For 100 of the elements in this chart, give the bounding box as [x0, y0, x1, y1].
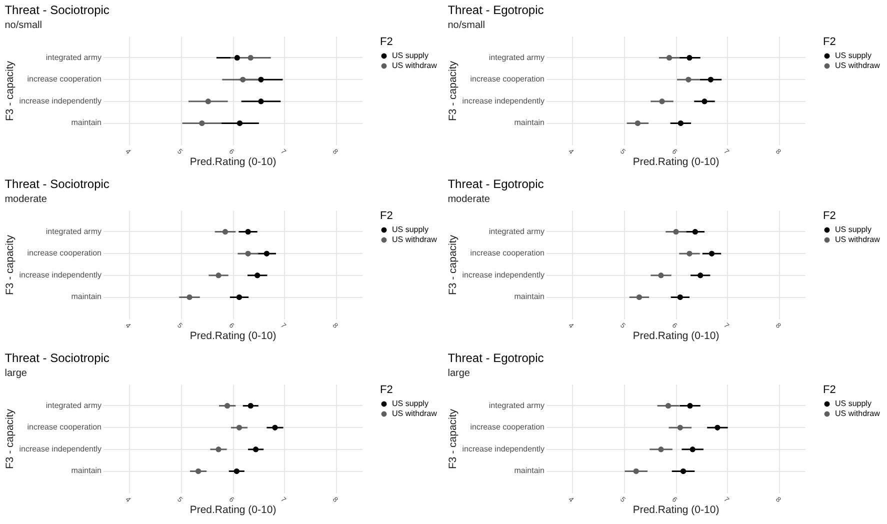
- legend-label: US supply: [392, 51, 428, 60]
- y-tick-label: increase independently: [462, 270, 544, 280]
- point: [702, 98, 708, 104]
- legend-label: US withdraw: [835, 61, 880, 70]
- point: [258, 98, 264, 104]
- legend-label: US withdraw: [835, 409, 880, 418]
- y-tick-label: integrated army: [46, 400, 102, 410]
- point: [272, 424, 278, 430]
- chart-title: Threat - Egotropic: [448, 3, 544, 17]
- y-axis-title: F3 - capacity: [4, 408, 16, 470]
- point: [245, 229, 251, 235]
- point: [677, 424, 683, 430]
- legend-title: F2: [380, 36, 393, 48]
- y-tick-label: maintain: [514, 292, 544, 302]
- y-tick-label: increase cooperation: [470, 422, 544, 432]
- point: [248, 403, 254, 409]
- chart-title: Threat - Egotropic: [448, 177, 544, 191]
- point: [186, 294, 192, 300]
- point: [666, 55, 672, 61]
- point: [686, 55, 692, 61]
- legend-label: US withdraw: [392, 409, 438, 418]
- y-tick-label: increase independently: [462, 444, 544, 454]
- x-axis-title: Pred.Rating (0-10): [190, 330, 276, 342]
- legend-label: US withdraw: [835, 235, 880, 244]
- point: [687, 403, 693, 409]
- point: [708, 76, 714, 82]
- y-tick-label: integrated army: [46, 52, 102, 62]
- y-axis-title: F3 - capacity: [4, 234, 16, 296]
- point: [686, 76, 692, 82]
- point: [234, 55, 240, 61]
- point: [673, 229, 679, 235]
- point: [236, 424, 242, 430]
- chart-subtitle: moderate: [4, 194, 48, 205]
- y-axis-title: F3 - capacity: [4, 60, 16, 122]
- point: [633, 468, 639, 474]
- x-axis-title: Pred.Rating (0-10): [190, 156, 276, 168]
- y-tick-label: maintain: [71, 466, 102, 476]
- y-tick-label: maintain: [514, 466, 544, 476]
- point: [636, 294, 642, 300]
- point: [692, 229, 698, 235]
- y-axis-title: F3 - capacity: [447, 408, 460, 470]
- point: [658, 272, 664, 278]
- y-tick-label: increase independently: [462, 96, 544, 106]
- point: [245, 250, 251, 256]
- y-tick-label: integrated army: [488, 52, 544, 62]
- point: [222, 229, 228, 235]
- point: [686, 250, 692, 256]
- text: no/small: [448, 20, 485, 31]
- y-tick-label: increase cooperation: [470, 248, 544, 258]
- point: [680, 468, 686, 474]
- point: [677, 294, 683, 300]
- y-axis-title: F3 - capacity: [447, 60, 460, 122]
- x-axis-title: Pred.Rating (0-10): [632, 330, 720, 342]
- point: [258, 76, 264, 82]
- point: [253, 446, 259, 452]
- point: [659, 98, 665, 104]
- text: no/small: [4, 20, 42, 31]
- point: [678, 120, 684, 126]
- y-tick-label: increase cooperation: [27, 248, 102, 258]
- point: [634, 120, 640, 126]
- point: [216, 272, 222, 278]
- x-axis-title: Pred.Rating (0-10): [632, 156, 720, 168]
- chart-subtitle: moderate: [448, 194, 490, 205]
- y-tick-label: increase cooperation: [470, 74, 544, 84]
- legend-label: US supply: [392, 399, 428, 408]
- point: [714, 424, 720, 430]
- legend-title: F2: [823, 36, 836, 48]
- y-tick-label: integrated army: [46, 226, 102, 236]
- point: [254, 272, 260, 278]
- y-tick-label: increase independently: [19, 270, 102, 280]
- y-tick-label: maintain: [71, 292, 102, 302]
- y-tick-label: increase cooperation: [27, 74, 102, 84]
- point: [234, 468, 240, 474]
- point: [658, 446, 664, 452]
- y-tick-label: increase cooperation: [27, 422, 102, 432]
- point: [196, 468, 202, 474]
- point: [690, 446, 696, 452]
- y-tick-label: integrated army: [488, 226, 544, 236]
- legend-title: F2: [823, 384, 836, 396]
- y-tick-label: maintain: [71, 118, 102, 128]
- chart-title: Threat - Sociotropic: [4, 177, 110, 191]
- point: [709, 250, 714, 256]
- legend-title: F2: [823, 210, 836, 222]
- chart-title: Threat - Sociotropic: [4, 351, 110, 365]
- chart-title: Threat - Egotropic: [448, 351, 544, 365]
- point: [248, 55, 254, 61]
- point: [237, 120, 242, 126]
- legend-label: US supply: [835, 225, 872, 234]
- legend-title: F2: [380, 384, 393, 396]
- point: [666, 403, 671, 409]
- legend-label: US withdraw: [392, 61, 438, 70]
- y-tick-label: increase independently: [19, 96, 102, 106]
- legend-title: F2: [380, 210, 393, 222]
- y-tick-label: integrated army: [488, 400, 544, 410]
- text: large: [4, 368, 28, 379]
- y-tick-label: maintain: [514, 118, 544, 128]
- legend-label: US supply: [392, 225, 428, 234]
- legend-label: US withdraw: [392, 235, 438, 244]
- point: [224, 403, 230, 409]
- point: [698, 272, 704, 278]
